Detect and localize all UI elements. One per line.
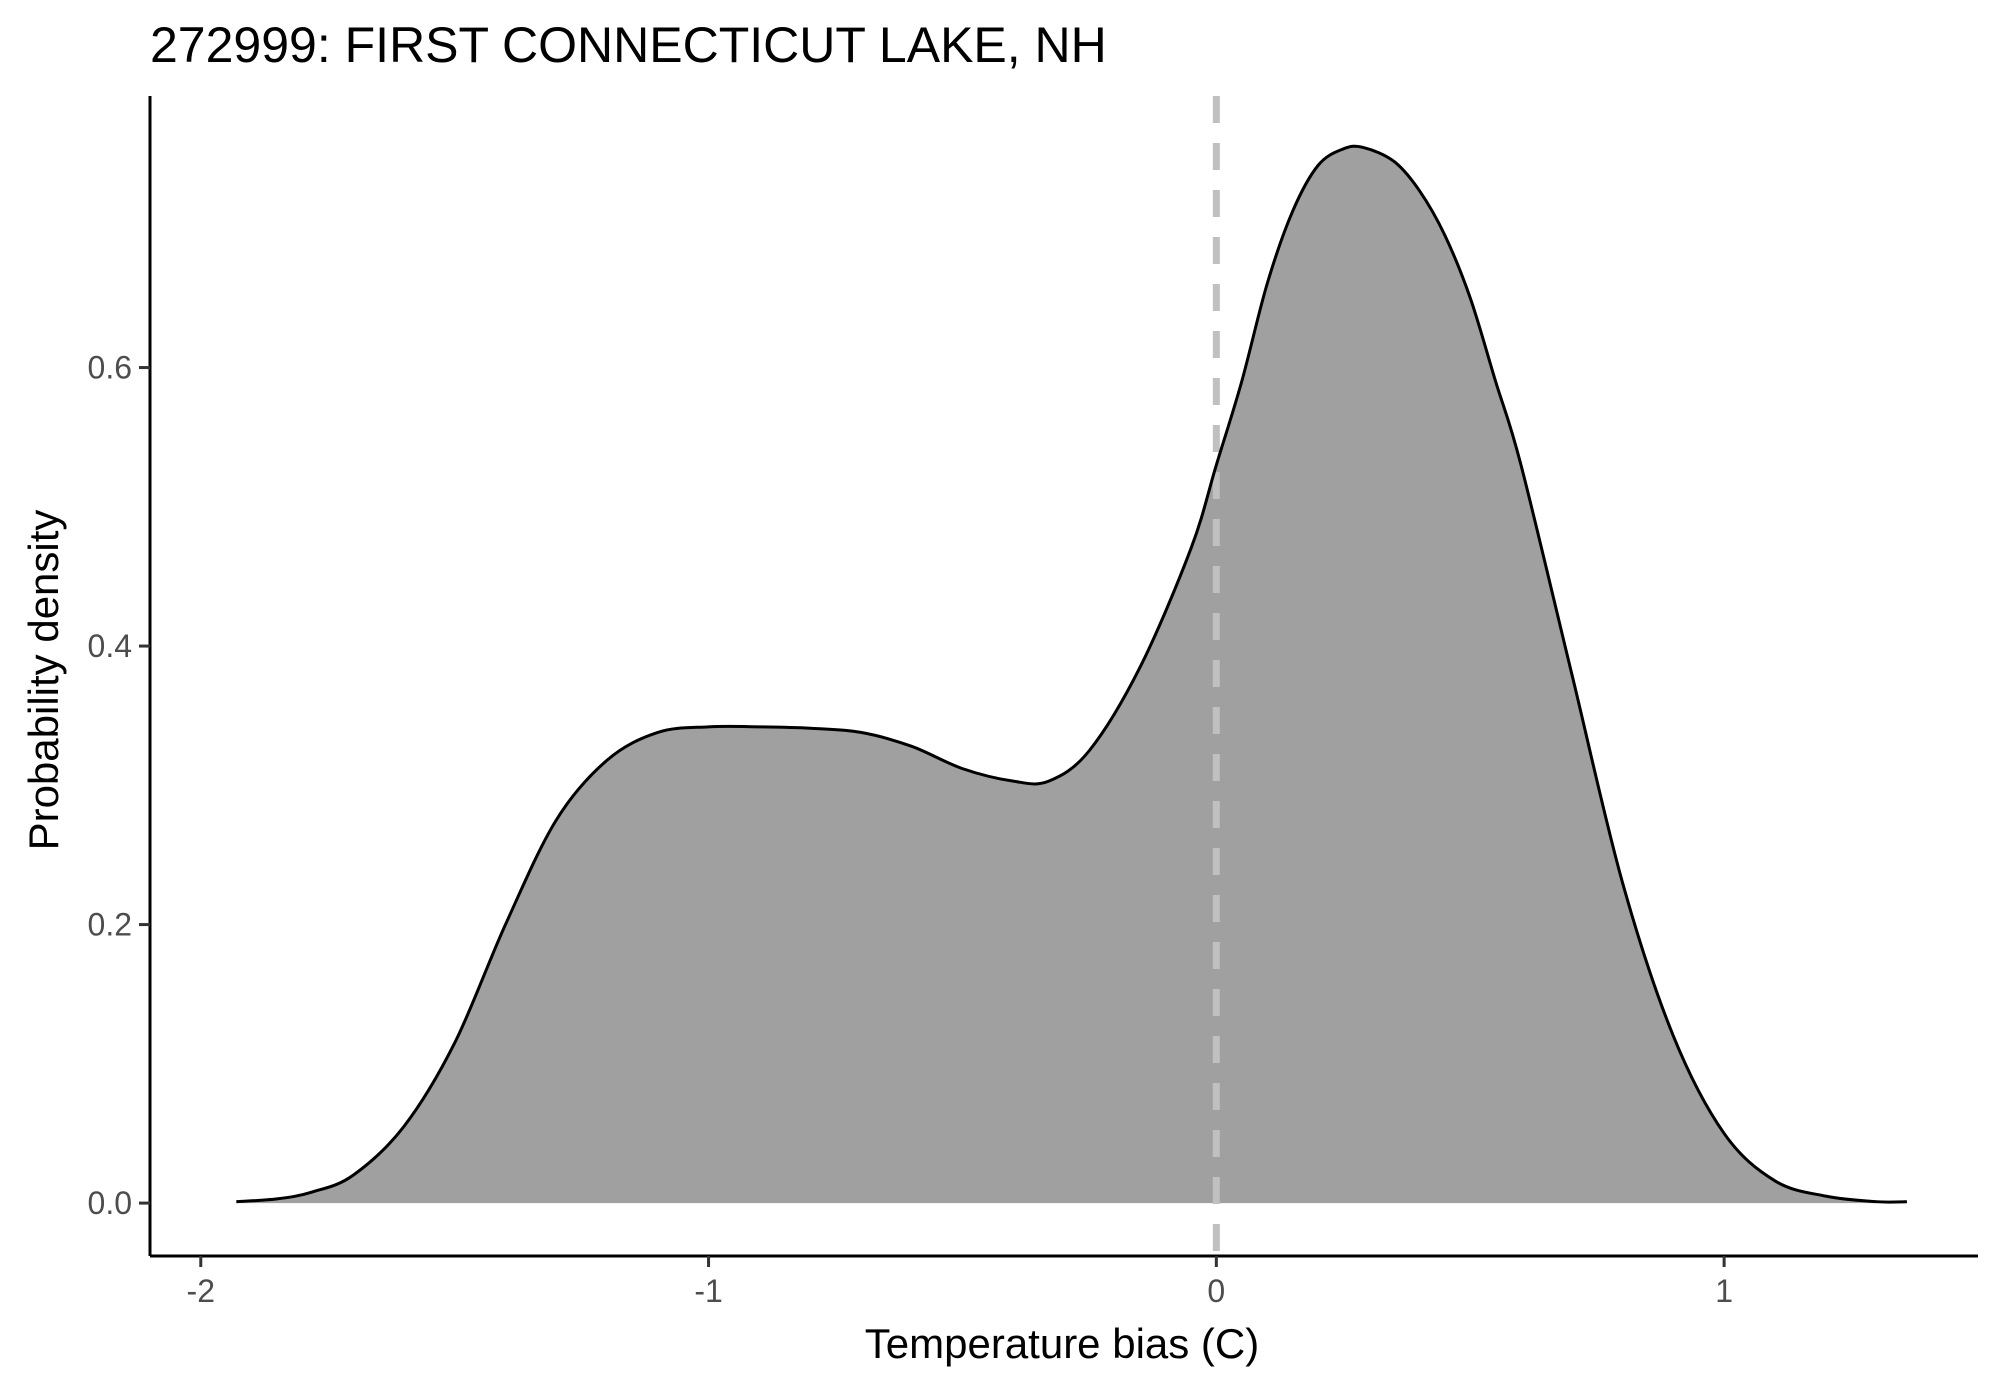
x-tick-label: 1 [1715, 1273, 1733, 1309]
x-tick-label: 0 [1207, 1273, 1225, 1309]
y-tick-label: 0.4 [88, 628, 132, 664]
x-axis-title: Temperature bias (C) [865, 1320, 1259, 1367]
x-tick-label: -1 [694, 1273, 722, 1309]
y-tick-label: 0.0 [88, 1185, 132, 1221]
x-axis-ticks: -2 -1 0 1 [187, 1256, 1733, 1309]
density-area [236, 146, 1907, 1204]
y-axis-title: Probability density [20, 510, 67, 851]
chart-title: 272999: FIRST CONNECTICUT LAKE, NH [150, 17, 1107, 73]
plot-area [236, 96, 1907, 1256]
density-curve [236, 144, 1907, 1204]
y-tick-label: 0.6 [88, 350, 132, 386]
x-tick-label: -2 [187, 1273, 215, 1309]
y-tick-label: 0.2 [88, 907, 132, 943]
y-axis-ticks: 0.0 0.2 0.4 0.6 [88, 350, 150, 1221]
axes: -2 -1 0 1 0.0 0.2 0.4 0.6 [88, 96, 1978, 1309]
